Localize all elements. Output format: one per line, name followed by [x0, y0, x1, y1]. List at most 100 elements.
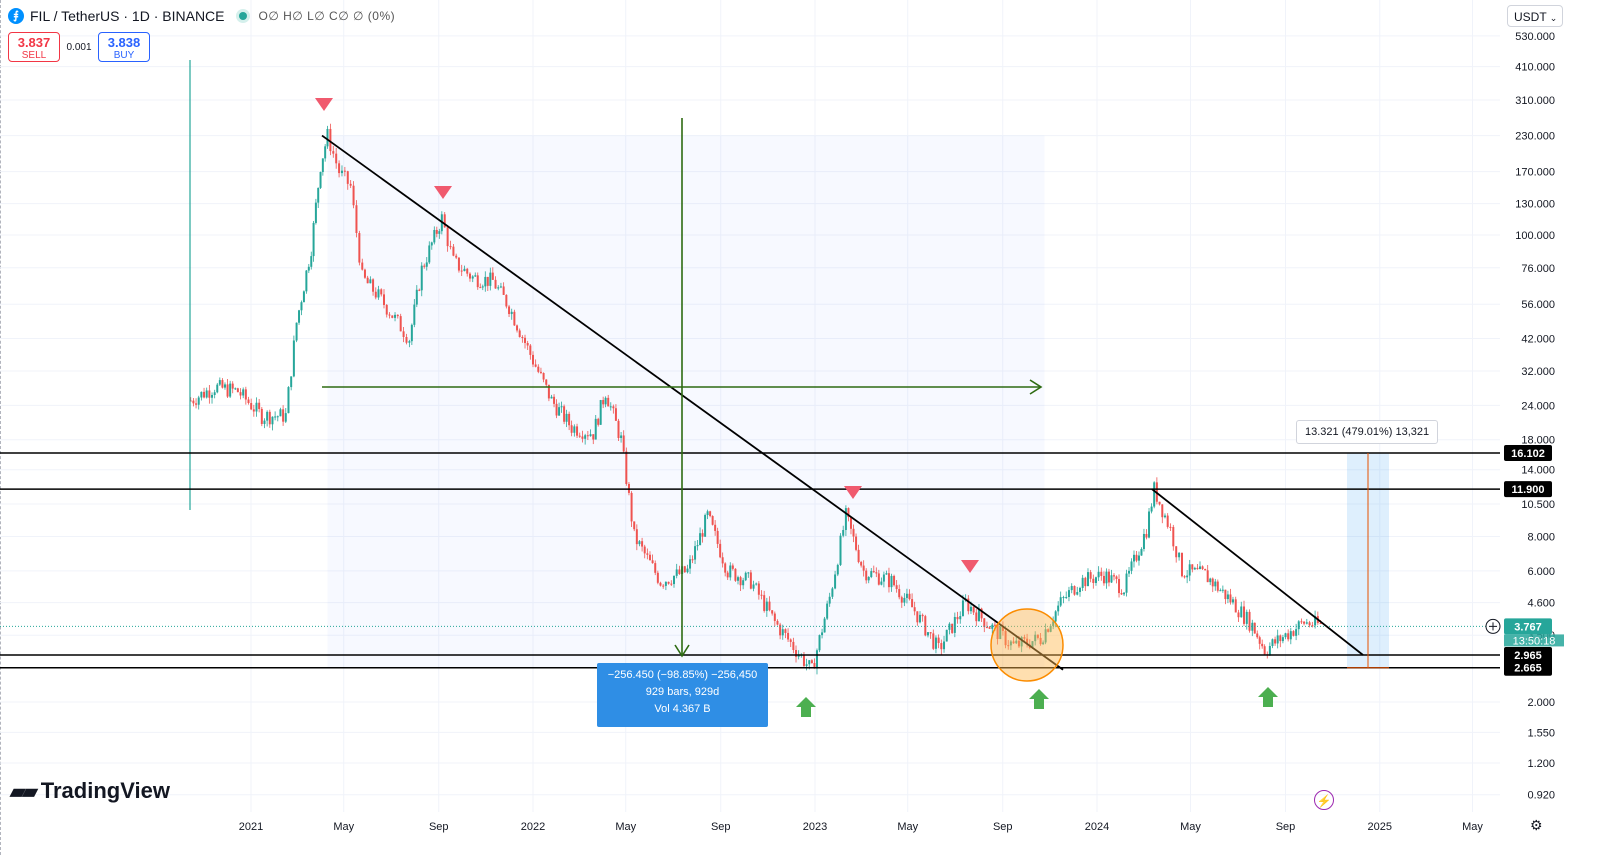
- candle-body: [568, 413, 571, 426]
- x-tick-label: 2022: [521, 821, 545, 833]
- time-axis[interactable]: 2021 May Sep 2022 May Sep 2023 May Sep 2024 May Sep…: [239, 821, 1484, 833]
- candle-body: [1094, 577, 1097, 583]
- candle-body: [768, 601, 771, 611]
- candle-body: [274, 416, 277, 418]
- candle-body: [494, 279, 497, 289]
- candle-body: [670, 583, 673, 585]
- candle-body: [1219, 590, 1222, 592]
- buy-button[interactable]: 3.838 BUY: [98, 32, 150, 62]
- candle-body: [1295, 629, 1298, 636]
- candle-body: [1158, 501, 1161, 505]
- candle-body: [805, 664, 808, 666]
- candle-body: [247, 399, 250, 403]
- candle-body: [810, 660, 813, 664]
- candle-body: [689, 559, 692, 569]
- candle-body: [1297, 621, 1300, 630]
- candle-body: [597, 418, 600, 425]
- candle-body: [1097, 571, 1100, 578]
- candle-body: [831, 588, 834, 597]
- candle-body: [1161, 504, 1164, 518]
- candle-body: [468, 273, 471, 279]
- plus-icon-cross: [1489, 622, 1497, 631]
- candle-body: [1039, 637, 1042, 645]
- candle-body: [651, 560, 654, 564]
- candle-body: [1023, 637, 1026, 639]
- settings-gear-icon[interactable]: ⚙: [1530, 817, 1543, 833]
- candle-body: [760, 594, 763, 596]
- market-status-icon[interactable]: [238, 12, 247, 20]
- candle-body: [521, 337, 524, 339]
- lightning-icon[interactable]: ⚡: [1314, 790, 1334, 810]
- candle-body: [1183, 576, 1186, 578]
- candle-body: [1047, 629, 1050, 632]
- candle-body: [951, 623, 954, 633]
- measure-down-line1: −256.450 (−98.85%) −256,450: [607, 669, 758, 681]
- candle-body: [721, 557, 724, 564]
- candle-body: [586, 435, 589, 437]
- candle-body: [1057, 605, 1060, 612]
- candle-body: [310, 256, 313, 267]
- sell-button[interactable]: 3.837 SELL: [8, 32, 60, 62]
- y-tick-label: 6.000: [1527, 566, 1555, 578]
- measure-down-line2: 929 bars, 929d: [645, 686, 720, 698]
- candle-body: [1292, 631, 1295, 636]
- symbol-title[interactable]: FIL / TetherUS · 1D · BINANCE: [30, 8, 225, 24]
- candle-body: [1142, 533, 1145, 549]
- candle-body: [776, 620, 779, 625]
- candle-body: [602, 400, 605, 405]
- candle-body: [369, 279, 372, 284]
- candle-body: [1070, 586, 1073, 591]
- candle-body: [563, 406, 566, 422]
- candle-body: [847, 508, 850, 518]
- candle-body: [1140, 548, 1143, 556]
- candle-body: [1243, 606, 1246, 624]
- candle-body: [324, 146, 327, 159]
- candle-body: [1308, 622, 1311, 626]
- candle-body: [197, 397, 200, 405]
- candle-body: [550, 396, 553, 399]
- candle-body: [1300, 621, 1303, 623]
- candle-body: [239, 392, 242, 396]
- candle-body: [1163, 515, 1166, 518]
- price-axis[interactable]: 530.000 410.000 310.000 230.000 170.000 130.0…: [1515, 31, 1555, 802]
- candle-body: [1287, 633, 1290, 640]
- candle-body: [516, 325, 519, 331]
- y-tick-label: 410.000: [1515, 62, 1555, 74]
- price-label-text: 2.965: [1514, 650, 1542, 662]
- candle-body: [244, 389, 247, 400]
- y-tick-label: 100.000: [1515, 230, 1555, 242]
- candle-body: [599, 400, 602, 425]
- candle-body: [729, 565, 732, 578]
- currency-select[interactable]: USDT ⌄: [1507, 5, 1563, 27]
- candle-body: [292, 340, 295, 377]
- candle-body: [1084, 577, 1087, 587]
- candle-body: [1234, 599, 1237, 613]
- candle-body: [1175, 546, 1178, 558]
- candle-body: [654, 563, 657, 573]
- candle-body: [391, 315, 394, 318]
- candle-body: [1125, 573, 1128, 593]
- candle-body: [916, 611, 919, 623]
- candle-body: [581, 436, 584, 439]
- candle-body: [1145, 533, 1148, 538]
- candle-body: [542, 372, 545, 380]
- candle-body: [675, 569, 678, 576]
- price-label-bg: [1504, 481, 1552, 498]
- candle-body: [413, 304, 416, 325]
- candle-body: [226, 384, 229, 397]
- candle-body: [844, 508, 847, 530]
- highlight-circle: [990, 608, 1064, 682]
- candle-body: [815, 650, 818, 669]
- candle-body: [921, 614, 924, 617]
- candle-body: [545, 379, 548, 385]
- candle-body: [1279, 635, 1282, 642]
- candle-body: [430, 242, 433, 246]
- candle-body: [213, 392, 216, 395]
- drawings: [0, 98, 1500, 717]
- candle-body: [340, 170, 343, 174]
- candle-body: [604, 397, 607, 405]
- candle-body: [630, 492, 633, 522]
- candle-body: [452, 246, 455, 256]
- chevron-down-icon: ⌄: [1549, 13, 1558, 23]
